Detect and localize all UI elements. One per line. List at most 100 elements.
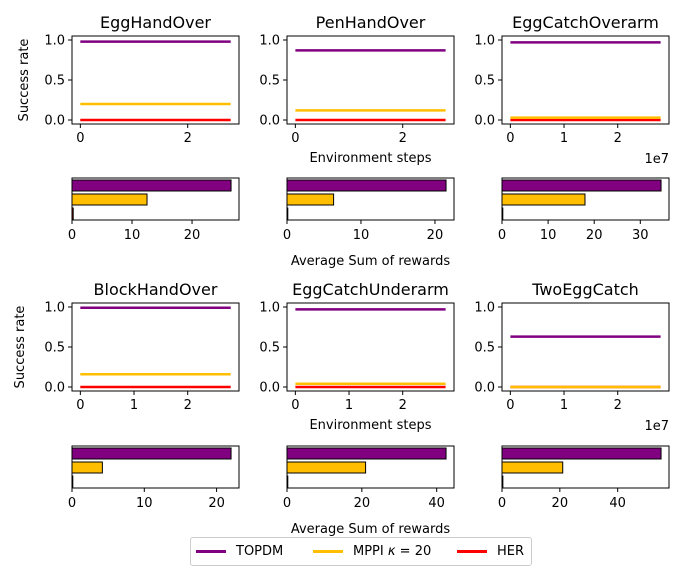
plot-3-frame xyxy=(501,35,670,125)
bar-plot-1-bar-mppi xyxy=(71,193,148,206)
plot-4-ytick-label: 1.0 xyxy=(44,301,65,316)
plot-2-xtick-label: 0 xyxy=(291,131,299,146)
bar-plot-5-bar-mppi xyxy=(286,461,367,474)
bar-plot-4-xtick-label: 0 xyxy=(68,496,76,511)
plot-1-ytick-label: 1.0 xyxy=(44,34,65,49)
plot-5-ytick-label: 0.5 xyxy=(259,341,280,356)
plot-3-ytick-label: 0.0 xyxy=(474,114,495,129)
legend: TOPDM MPPI κ = 20 HER xyxy=(190,537,532,566)
bar-plot-2-xlabel: Average Sum of rewards xyxy=(291,254,450,269)
bar-plot-6-bar-her xyxy=(501,475,504,488)
plot-2-title: PenHandOver xyxy=(316,13,426,32)
plot-1-ytick-label: 0.5 xyxy=(44,74,65,89)
bar-plot-5-xtick-label: 20 xyxy=(354,496,371,511)
plot-5-xtick-label: 0 xyxy=(291,398,299,413)
bar-plot-3-bar-topdm xyxy=(501,179,662,192)
plot-5-ytick-label: 0.0 xyxy=(259,381,280,396)
plot-4-ylabel: Success rate xyxy=(13,306,28,389)
plot-5-title: EggCatchUnderarm xyxy=(292,280,449,299)
bar-plot-1-xtick-label: 20 xyxy=(184,228,201,243)
legend-label-mppi-suffix: = 20 xyxy=(395,544,432,559)
legend-item-her: HER xyxy=(457,538,524,565)
plot-4-ytick-label: 0.0 xyxy=(44,381,65,396)
bar-plot-5-xlabel: Average Sum of rewards xyxy=(291,522,450,537)
plot-6-title: TwoEggCatch xyxy=(531,280,639,299)
bar-plot-3-xtick-label: 0 xyxy=(498,228,506,243)
bar-plot-3-xtick-label: 20 xyxy=(586,228,603,243)
bar-plot-6-xtick-label: 0 xyxy=(498,496,506,511)
bar-plot-2-xtick-label: 10 xyxy=(353,228,370,243)
plot-5-frame xyxy=(286,302,455,392)
plot-1-xtick-label: 2 xyxy=(184,131,192,146)
bar-plot-5-bar-her xyxy=(286,475,289,488)
plot-4-title: BlockHandOver xyxy=(94,280,218,299)
bar-plot-4-xtick-label: 20 xyxy=(208,496,225,511)
bar-plot-2-bar-mppi xyxy=(286,193,335,206)
plot-4-xtick-label: 0 xyxy=(76,398,84,413)
plot-5-xtick-label: 1 xyxy=(345,398,353,413)
plot-6-xtick-label: 1 xyxy=(560,398,568,413)
plot-6-xtick-label: 0 xyxy=(506,398,514,413)
bar-plot-4-xtick-label: 10 xyxy=(136,496,153,511)
plot-1-ylabel: Success rate xyxy=(17,39,32,122)
bar-plot-1-bar-her xyxy=(71,207,74,220)
bar-plot-5-xtick-label: 0 xyxy=(283,496,291,511)
bar-plot-3-xtick-label: 30 xyxy=(632,228,649,243)
plot-3-xtick-label: 0 xyxy=(506,131,514,146)
plot-2-ytick-label: 1.0 xyxy=(259,34,280,49)
bar-plot-5-xtick-label: 40 xyxy=(428,496,445,511)
bar-plot-6-bar-topdm xyxy=(501,447,662,460)
plot-6-scale-exponent: 1e7 xyxy=(644,419,669,434)
bar-plot-6-bar-mppi xyxy=(501,461,564,474)
plot-1-ytick-label: 0.0 xyxy=(44,114,65,129)
bar-plot-3-bar-her xyxy=(501,207,504,220)
plot-4-frame xyxy=(71,302,240,392)
legend-label-topdm: TOPDM xyxy=(236,544,284,559)
plot-2-ytick-label: 0.5 xyxy=(259,74,280,89)
plot-6-ytick-label: 0.5 xyxy=(474,341,495,356)
bar-plot-6-xtick-label: 20 xyxy=(552,496,569,511)
plot-2-xtick-label: 2 xyxy=(399,131,407,146)
legend-item-mppi: MPPI κ = 20 xyxy=(313,538,431,565)
legend-swatch-topdm xyxy=(196,550,226,553)
plot-1-xtick-label: 0 xyxy=(76,131,84,146)
plot-6-ytick-label: 0.0 xyxy=(474,381,495,396)
legend-swatch-her xyxy=(457,550,487,553)
bar-plot-1-xtick-label: 10 xyxy=(124,228,141,243)
bar-plot-4-bar-topdm xyxy=(71,447,232,460)
bar-plot-4-bar-her xyxy=(71,475,74,488)
legend-label-mppi-prefix: MPPI xyxy=(353,544,388,559)
plot-2-xlabel: Environment steps xyxy=(309,151,431,166)
bar-plot-2-xtick-label: 0 xyxy=(283,228,291,243)
plot-4-xtick-label: 2 xyxy=(184,398,192,413)
plot-3-title: EggCatchOverarm xyxy=(512,13,659,32)
bar-plot-2-bar-her xyxy=(286,207,289,220)
plot-4-xtick-label: 1 xyxy=(130,398,138,413)
legend-label-her: HER xyxy=(497,544,525,559)
plot-3-xtick-label: 2 xyxy=(614,131,622,146)
bar-plot-6-xtick-label: 40 xyxy=(609,496,626,511)
legend-label-mppi-kappa: κ xyxy=(387,544,396,559)
bar-plot-2-bar-topdm xyxy=(286,179,447,192)
plot-5-xtick-label: 2 xyxy=(399,398,407,413)
plot-1-frame xyxy=(71,35,240,125)
plot-6-xtick-label: 2 xyxy=(614,398,622,413)
plot-3-ytick-label: 1.0 xyxy=(474,34,495,49)
legend-swatch-mppi xyxy=(313,550,343,553)
bar-plot-1-bar-topdm xyxy=(71,179,232,192)
bar-plot-3-xtick-label: 10 xyxy=(540,228,557,243)
bar-plot-5-bar-topdm xyxy=(286,447,447,460)
plot-3-scale-exponent: 1e7 xyxy=(644,152,669,167)
bar-plot-3-bar-mppi xyxy=(501,193,586,206)
plot-6-ytick-label: 1.0 xyxy=(474,301,495,316)
plot-1-title: EggHandOver xyxy=(100,13,211,32)
plot-5-xlabel: Environment steps xyxy=(309,418,431,433)
plot-3-ytick-label: 0.5 xyxy=(474,74,495,89)
plot-4-ytick-label: 0.5 xyxy=(44,341,65,356)
bar-plot-4-bar-mppi xyxy=(71,461,103,474)
plot-5-ytick-label: 1.0 xyxy=(259,301,280,316)
plot-6-frame xyxy=(501,302,670,392)
legend-item-topdm: TOPDM xyxy=(196,538,283,565)
bar-plot-2-xtick-label: 20 xyxy=(427,228,444,243)
